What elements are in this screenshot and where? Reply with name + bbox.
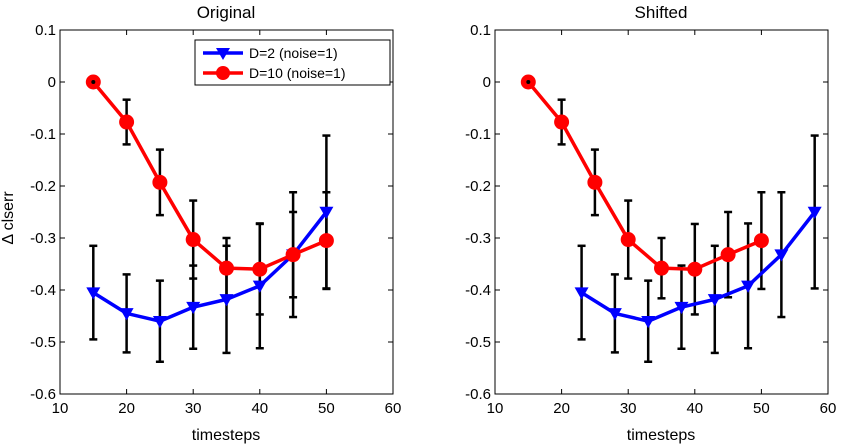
y-tick-label: 0 (48, 74, 56, 91)
data-point (285, 247, 301, 263)
x-axis-label: timesteps (192, 427, 260, 444)
data-point (219, 260, 234, 276)
data-point (186, 301, 201, 315)
x-tick-label: 20 (553, 400, 570, 417)
chart-title: Shifted (635, 3, 688, 22)
data-point (152, 174, 168, 190)
y-tick-label: 0 (483, 74, 491, 91)
data-point (554, 114, 570, 130)
x-tick-label: 50 (753, 400, 770, 417)
y-tick-label: -0.3 (465, 230, 491, 247)
y-tick-label: -0.5 (465, 334, 491, 351)
y-tick-label: -0.4 (465, 282, 491, 299)
y-tick-label: -0.3 (30, 230, 56, 247)
y-tick-label: -0.4 (30, 282, 56, 299)
y-tick-label: -0.2 (465, 178, 491, 195)
legend-label: D=10 (noise=1) (249, 65, 346, 81)
chart-panel-original: Original timesteps Δ clserr 10 20 30 40 50 60… (0, 3, 401, 444)
x-tick-label: 10 (487, 400, 504, 417)
data-point (574, 287, 589, 300)
data-point (753, 233, 769, 249)
series-line (526, 80, 763, 271)
y-tick-label: 0.1 (35, 22, 56, 39)
data-point (319, 206, 334, 219)
data-point (774, 249, 789, 262)
y-tick-label: -0.2 (30, 178, 56, 195)
data-point (252, 261, 268, 277)
x-tick-label: 60 (820, 400, 837, 417)
data-point (654, 260, 669, 276)
series-line (91, 80, 328, 271)
y-axis-label: Δ clserr (0, 191, 17, 245)
legend-label: D=2 (noise=1) (249, 45, 338, 61)
data-point (219, 294, 234, 307)
data-point (741, 280, 756, 293)
series-line (92, 210, 328, 323)
x-tick-label: 20 (118, 400, 135, 417)
x-tick-label: 30 (620, 400, 637, 417)
data-point (587, 174, 603, 190)
data-point (119, 114, 135, 130)
data-point-center (91, 80, 96, 84)
chart-title: Original (197, 3, 256, 22)
data-point-center (526, 80, 531, 84)
data-point (119, 308, 134, 321)
legend-marker (216, 48, 230, 60)
y-tick-label: -0.1 (465, 126, 491, 143)
data-point (807, 206, 822, 219)
data-point (720, 247, 736, 263)
data-point (687, 261, 703, 277)
x-tick-label: 30 (185, 400, 202, 417)
data-point (152, 315, 167, 329)
x-tick-label: 40 (251, 400, 268, 417)
data-point (707, 294, 722, 307)
x-tick-label: 10 (52, 400, 69, 417)
data-point (318, 233, 334, 249)
data-point (674, 301, 689, 315)
chart-panel-shifted: Shifted timesteps 10 20 30 40 50 60 0.1 0 -0.1 -0… (465, 3, 836, 444)
x-axis-label: timesteps (627, 427, 695, 444)
x-tick-label: 60 (385, 400, 402, 417)
legend-marker (216, 66, 230, 80)
data-point (641, 315, 656, 329)
y-tick-label: -0.1 (30, 126, 56, 143)
data-point (620, 232, 636, 248)
y-tick-label: 0.1 (470, 22, 491, 39)
data-point (185, 232, 201, 248)
data-point (607, 308, 622, 321)
x-tick-label: 40 (686, 400, 703, 417)
x-tick-label: 50 (318, 400, 335, 417)
plot-area-frame (59, 29, 394, 395)
data-point (86, 287, 101, 300)
plot-area-frame (494, 29, 829, 395)
data-point (252, 280, 267, 293)
series-line (580, 210, 817, 323)
y-tick-label: -0.5 (30, 334, 56, 351)
y-tick-label: -0.6 (30, 386, 56, 403)
y-tick-label: -0.6 (465, 386, 491, 403)
